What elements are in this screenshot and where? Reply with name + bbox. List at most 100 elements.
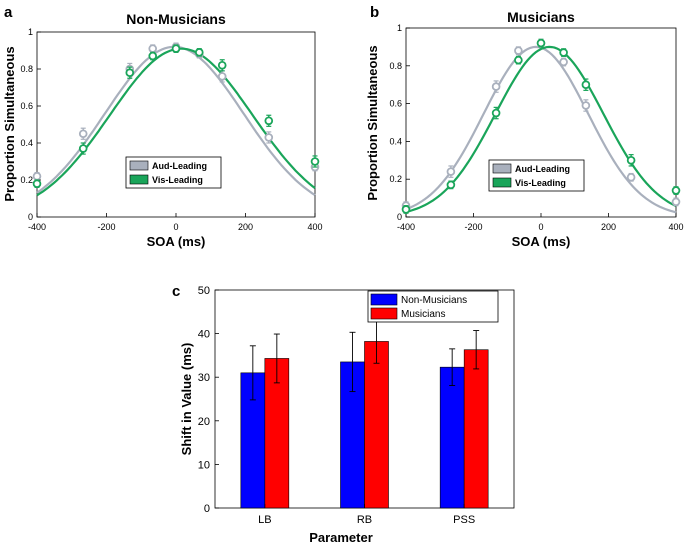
panel-b-legend-swatch-aud bbox=[492, 163, 512, 174]
c-ytick-label: 50 bbox=[198, 285, 210, 297]
panel-b-data-points bbox=[401, 38, 681, 214]
a-ytick-label: 0.2 bbox=[20, 175, 33, 185]
panel-letter-a: a bbox=[4, 4, 13, 21]
b-point-vis bbox=[401, 205, 411, 214]
a-point-vis bbox=[310, 157, 320, 166]
b-xtick-label: 0 bbox=[538, 222, 543, 232]
a-point-aud bbox=[264, 133, 274, 142]
panel-a-xlabel: SOA (ms) bbox=[147, 234, 206, 249]
c-xtick-label: PSS bbox=[453, 514, 475, 526]
panel-c-ylabel: Shift in Value (ms) bbox=[179, 343, 194, 456]
c-bar-non-musicians bbox=[439, 366, 465, 509]
b-ytick-label: 1 bbox=[397, 23, 402, 33]
b-point-aud bbox=[446, 167, 456, 176]
panel-c-y-ticks: 0 10 20 30 40 50 bbox=[198, 285, 219, 515]
b-point-aud bbox=[491, 82, 501, 91]
panel-c-legend: Non-Musicians Musicians bbox=[367, 290, 499, 323]
panel-b-y-ticks: 0 0.2 0.4 0.6 0.8 1 bbox=[389, 23, 410, 222]
a-ytick-label: 1 bbox=[28, 27, 33, 37]
b-point-vis bbox=[626, 156, 636, 165]
b-point-vis bbox=[536, 38, 546, 48]
a-xtick-label: -400 bbox=[28, 222, 46, 232]
a-ytick-label: 0.4 bbox=[20, 138, 33, 148]
panel-letter-b: b bbox=[370, 4, 379, 21]
panel-a-title: Non-Musicians bbox=[126, 11, 226, 27]
panel-b-legend-swatch-vis bbox=[492, 177, 512, 188]
panel-b: b Musicians 0 0.2 0.4 0.6 0.8 1 -400 -200 0 200 4… bbox=[365, 4, 684, 249]
c-xtick-label: RB bbox=[357, 514, 372, 526]
c-ytick-label: 0 bbox=[204, 503, 210, 515]
b-ytick-label: 0.4 bbox=[389, 136, 402, 146]
panel-b-legend-vis-label: Vis-Leading bbox=[515, 178, 566, 188]
panel-c-legend-non-musicians-label: Non-Musicians bbox=[401, 295, 467, 306]
b-point-vis bbox=[446, 180, 456, 190]
panel-a-legend-vis-label: Vis-Leading bbox=[152, 175, 203, 185]
a-point-aud bbox=[148, 44, 158, 53]
b-xtick-label: -400 bbox=[397, 222, 415, 232]
a-point-vis bbox=[148, 51, 158, 61]
b-ytick-label: 0.2 bbox=[389, 174, 402, 184]
panel-a-legend-aud-label: Aud-Leading bbox=[152, 161, 207, 171]
a-point-vis bbox=[78, 144, 88, 153]
b-point-vis bbox=[581, 80, 591, 89]
a-point-aud bbox=[217, 72, 227, 81]
panel-a-axes-box bbox=[36, 31, 316, 218]
panel-b-xlabel: SOA (ms) bbox=[512, 234, 571, 249]
a-xtick-label: 0 bbox=[173, 222, 178, 232]
a-point-vis bbox=[32, 179, 42, 189]
a-point-vis bbox=[125, 68, 135, 77]
panel-c: c 0 10 20 30 40 50 LB RB PSS Parameter Shift in… bbox=[172, 283, 515, 545]
c-ytick-label: 10 bbox=[198, 459, 210, 471]
a-point-aud bbox=[32, 172, 42, 181]
a-ytick-label: 0.6 bbox=[20, 101, 33, 111]
b-point-aud bbox=[581, 101, 591, 110]
panel-a: a Non-Musicians 0 0.2 0.4 0.6 0.8 1 -400 -200 0… bbox=[2, 4, 323, 249]
b-xtick-label: 200 bbox=[601, 222, 616, 232]
b-ytick-label: 0 bbox=[397, 212, 402, 222]
panel-b-legend: Aud-Leading Vis-Leading bbox=[488, 159, 585, 192]
b-ytick-label: 0.6 bbox=[389, 99, 402, 109]
panel-a-legend-swatch-aud bbox=[129, 160, 149, 171]
a-point-vis bbox=[264, 116, 274, 126]
panel-a-x-ticks: -400 -200 0 200 400 bbox=[28, 213, 323, 232]
a-ytick-label: 0 bbox=[28, 212, 33, 222]
a-point-vis bbox=[171, 44, 181, 53]
c-ytick-label: 40 bbox=[198, 329, 210, 341]
b-point-aud bbox=[514, 46, 523, 55]
c-xtick-label: LB bbox=[258, 514, 271, 526]
panel-c-xlabel: Parameter bbox=[309, 530, 373, 545]
b-point-vis bbox=[514, 55, 523, 65]
a-xtick-label: 200 bbox=[238, 222, 253, 232]
panel-c-x-ticks: LB RB PSS bbox=[258, 504, 475, 526]
b-point-vis bbox=[671, 186, 681, 195]
c-ytick-label: 30 bbox=[198, 372, 210, 384]
a-point-vis bbox=[194, 48, 204, 57]
a-point-aud bbox=[78, 129, 88, 139]
panel-b-legend-aud-label: Aud-Leading bbox=[515, 164, 570, 174]
a-ytick-label: 0.8 bbox=[20, 64, 33, 74]
panel-a-y-ticks: 0 0.2 0.4 0.6 0.8 1 bbox=[20, 27, 41, 222]
panel-a-legend: Aud-Leading Vis-Leading bbox=[125, 156, 222, 189]
panel-a-legend-swatch-vis bbox=[129, 174, 149, 185]
b-point-aud bbox=[671, 197, 681, 207]
panel-c-legend-swatch-musicians bbox=[370, 307, 398, 320]
panel-c-legend-musicians-label: Musicians bbox=[401, 309, 445, 320]
b-point-vis bbox=[491, 108, 501, 118]
b-xtick-label: -200 bbox=[464, 222, 482, 232]
b-xtick-label: 400 bbox=[668, 222, 683, 232]
panel-b-ylabel: Proportion Simultaneous bbox=[365, 45, 380, 200]
b-point-aud bbox=[559, 57, 568, 67]
panel-b-title: Musicians bbox=[507, 9, 575, 25]
c-ytick-label: 20 bbox=[198, 416, 210, 428]
c-bar-musicians bbox=[463, 349, 489, 509]
a-point-vis bbox=[217, 61, 227, 70]
panel-c-legend-swatch-non-musicians bbox=[370, 293, 398, 306]
panel-c-bars bbox=[240, 319, 489, 509]
panel-a-ylabel: Proportion Simultaneous bbox=[2, 46, 17, 201]
panel-a-data-points bbox=[32, 42, 320, 189]
b-ytick-label: 0.8 bbox=[389, 61, 402, 71]
a-xtick-label: 400 bbox=[307, 222, 322, 232]
panel-letter-c: c bbox=[172, 283, 180, 300]
a-xtick-label: -200 bbox=[97, 222, 115, 232]
